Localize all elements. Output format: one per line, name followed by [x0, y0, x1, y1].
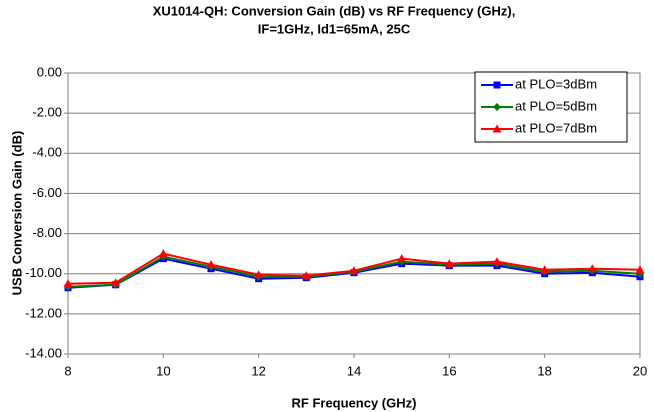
marker [111, 278, 121, 287]
chart-title: XU1014-QH: Conversion Gain (dB) vs RF Fr… [153, 3, 516, 18]
y-tick-label: 0.00 [37, 64, 62, 79]
legend-marker [492, 124, 502, 133]
marker [540, 265, 550, 274]
y-axis-label: USB Conversion Gain (dB) [9, 131, 24, 296]
x-tick-label: 8 [64, 363, 71, 378]
y-tick-label: -8.00 [32, 225, 62, 240]
x-tick-label: 14 [347, 363, 361, 378]
marker [492, 257, 502, 266]
y-tick-label: -12.00 [25, 305, 62, 320]
marker [587, 264, 597, 273]
x-tick-label: 10 [156, 363, 170, 378]
y-tick-label: -6.00 [32, 185, 62, 200]
legend-label: at PLO=5dBm [515, 98, 597, 113]
legend-marker [493, 81, 501, 89]
y-tick-label: -14.00 [25, 345, 62, 360]
y-tick-label: -2.00 [32, 105, 62, 120]
y-tick-label: -10.00 [25, 265, 62, 280]
legend-label: at PLO=3dBm [515, 76, 597, 91]
x-tick-label: 18 [537, 363, 551, 378]
x-axis-label: RF Frequency (GHz) [292, 395, 417, 410]
marker [397, 254, 407, 263]
marker [63, 279, 73, 288]
marker [635, 265, 645, 274]
marker [158, 249, 168, 258]
y-tick-label: -4.00 [32, 145, 62, 160]
x-tick-label: 20 [633, 363, 647, 378]
x-tick-label: 12 [251, 363, 265, 378]
marker [254, 270, 264, 279]
marker [301, 271, 311, 280]
marker [206, 260, 216, 269]
marker [444, 259, 454, 268]
x-tick-label: 16 [442, 363, 456, 378]
legend-label: at PLO=7dBm [515, 120, 597, 135]
chart-title: IF=1GHz, Id1=65mA, 25C [258, 21, 411, 36]
legend-marker [493, 103, 501, 111]
marker [349, 266, 359, 275]
